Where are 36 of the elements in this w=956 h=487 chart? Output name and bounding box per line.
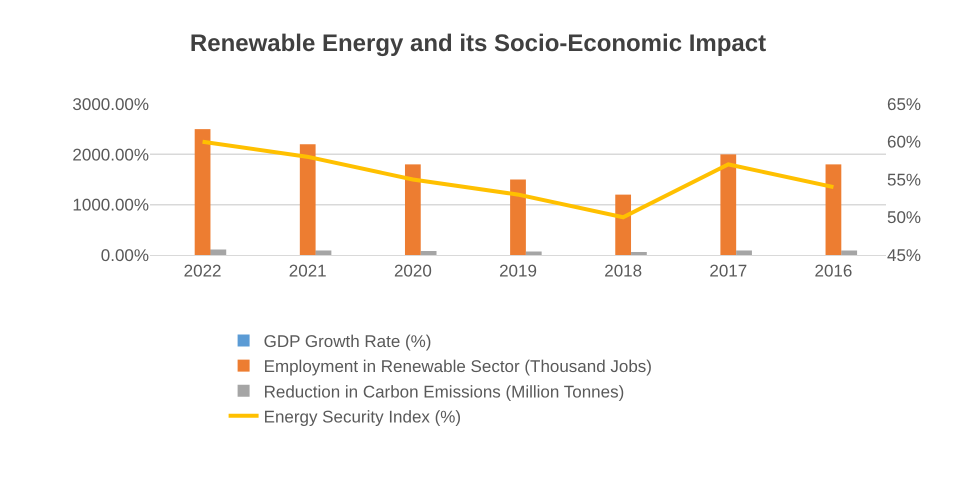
- legend-label: Energy Security Index (%): [264, 407, 462, 426]
- bar: [720, 154, 736, 255]
- y-tick-label: 2000.00%: [72, 145, 149, 164]
- chart-title: Renewable Energy and its Socio-Economic Impact: [190, 30, 766, 57]
- bar: [316, 250, 332, 255]
- y2-tick-label: 55%: [887, 170, 922, 190]
- bar: [526, 251, 542, 255]
- legend-label: Reduction in Carbon Emissions (Million Tonnes): [264, 382, 624, 402]
- bar: [736, 250, 752, 255]
- bar: [194, 129, 210, 255]
- bar: [615, 194, 632, 255]
- y2-tick-label: 65%: [887, 94, 922, 114]
- bar: [826, 164, 842, 255]
- x-tick-label: 2020: [394, 261, 432, 280]
- y2-tick-label: 50%: [887, 208, 922, 228]
- x-tick-label: 2017: [709, 261, 748, 280]
- y-tick-label: 3000.00%: [72, 94, 149, 114]
- bar: [841, 250, 858, 255]
- bar: [631, 252, 647, 255]
- bar: [300, 144, 316, 255]
- y2-tick-label: 45%: [887, 246, 922, 265]
- y-tick-label: 0.00%: [100, 246, 149, 265]
- x-tick-label: 2019: [499, 261, 537, 280]
- legend-label: Employment in Renewable Sector (Thousand Jobs): [264, 357, 652, 376]
- y-tick-label: 1000.00%: [72, 196, 149, 215]
- legend-label: GDP Growth Rate (%): [264, 332, 432, 352]
- line-series: [200, 140, 836, 220]
- bar: [420, 250, 437, 255]
- bar: [404, 164, 421, 255]
- x-tick-label: 2016: [814, 261, 852, 280]
- x-tick-label: 2018: [604, 261, 642, 280]
- x-tick-label: 2022: [184, 261, 222, 280]
- bar: [510, 180, 526, 255]
- y2-tick-label: 60%: [887, 132, 922, 152]
- bar: [210, 249, 226, 255]
- x-tick-label: 2021: [288, 261, 327, 280]
